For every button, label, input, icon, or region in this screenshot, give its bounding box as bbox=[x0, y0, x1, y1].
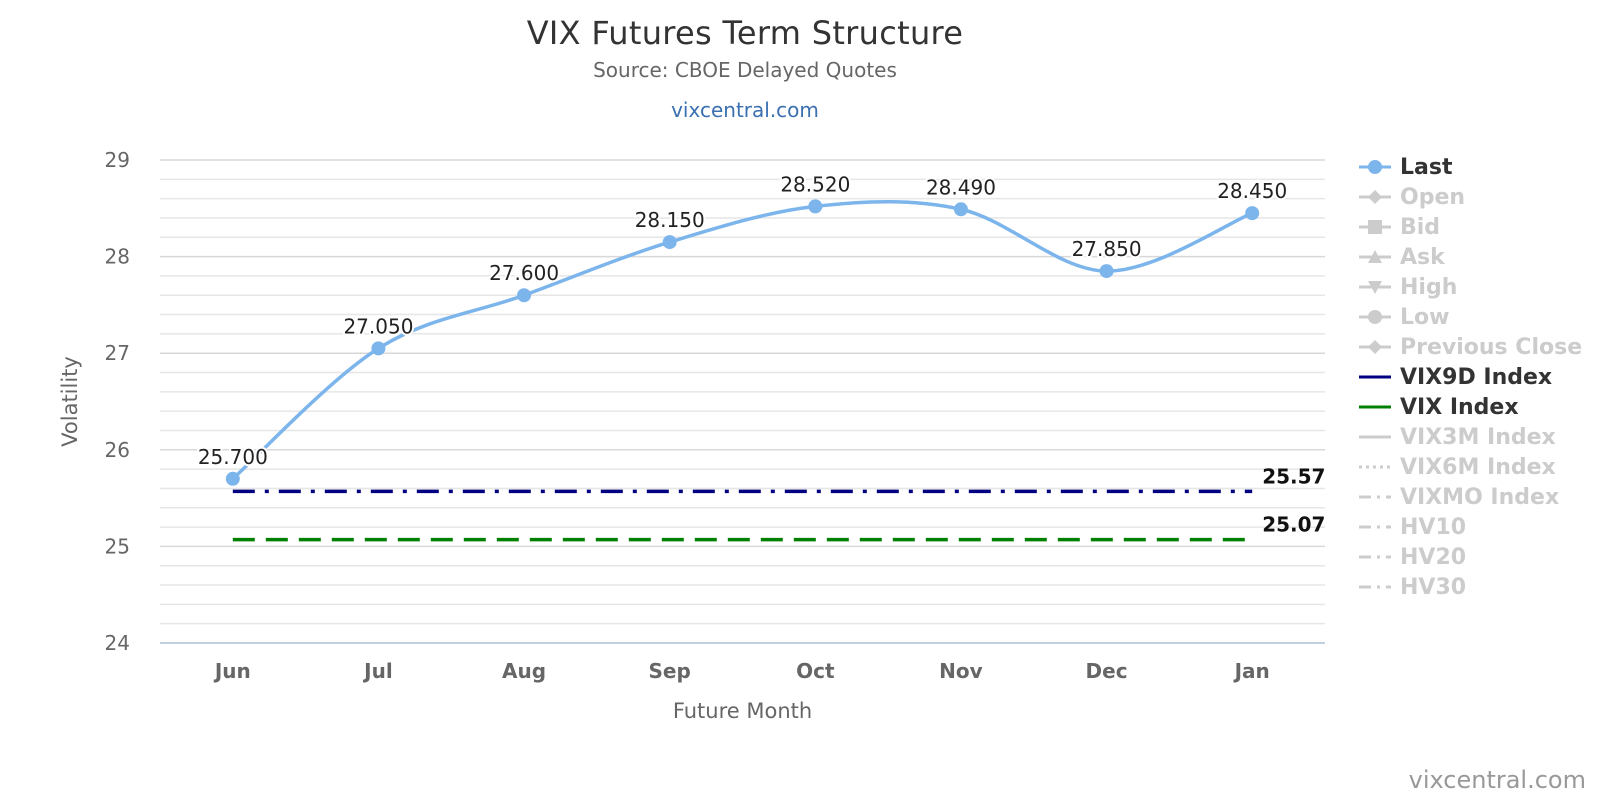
legend-item-label: Open bbox=[1400, 184, 1466, 210]
x-tick-label: Dec bbox=[1086, 659, 1128, 683]
data-point-last bbox=[517, 288, 532, 303]
data-point-last bbox=[808, 199, 823, 214]
legend-item[interactable]: VIX6M Index bbox=[1358, 452, 1594, 482]
legend-item-label: HV10 bbox=[1400, 514, 1467, 540]
legend-item-label: Previous Close bbox=[1400, 334, 1583, 360]
legend-item[interactable]: Last bbox=[1358, 152, 1594, 182]
data-label-last: 28.490 bbox=[926, 175, 996, 199]
y-tick-label: 25 bbox=[105, 534, 130, 558]
dash-dot-line-icon bbox=[1358, 512, 1392, 542]
dash-dot-line-icon bbox=[1358, 482, 1392, 512]
legend-item-label: Low bbox=[1400, 304, 1450, 330]
data-point-last bbox=[1245, 206, 1260, 221]
data-labels: 25.700 27.050 27.600 28.150 28.520 28.490 27.8… bbox=[196, 170, 1326, 537]
triangle-down-line-icon bbox=[1358, 272, 1392, 302]
legend-item-label: VIX3M Index bbox=[1400, 424, 1556, 450]
data-point-last bbox=[1099, 264, 1114, 279]
legend-item[interactable]: High bbox=[1358, 272, 1594, 302]
data-point-last bbox=[371, 341, 386, 356]
data-point-last bbox=[953, 202, 968, 217]
legend-item-label: VIX9D Index bbox=[1400, 364, 1553, 390]
dash-dot-line-icon bbox=[1358, 572, 1392, 602]
legend-item[interactable]: HV20 bbox=[1358, 542, 1594, 572]
diamond-line-icon bbox=[1358, 332, 1392, 362]
legend-item[interactable]: HV30 bbox=[1358, 572, 1594, 602]
y-tick-label: 26 bbox=[105, 438, 130, 462]
legend-item-label: VIX Index bbox=[1400, 394, 1519, 420]
solid-line-icon bbox=[1358, 392, 1392, 422]
legend-item[interactable]: Previous Close bbox=[1358, 332, 1594, 362]
data-label-last: 25.700 bbox=[198, 445, 268, 469]
legend-item[interactable]: Bid bbox=[1358, 212, 1594, 242]
x-tick-label: Sep bbox=[649, 659, 691, 683]
legend-item-label: Last bbox=[1400, 154, 1453, 180]
chart-subtitle: Source: CBOE Delayed Quotes bbox=[593, 58, 897, 82]
triangle-line-icon bbox=[1358, 242, 1392, 272]
legend-item[interactable]: HV10 bbox=[1358, 512, 1594, 542]
gridlines bbox=[160, 159, 1325, 644]
circle-line-icon bbox=[1358, 152, 1392, 182]
legend-item[interactable]: Ask bbox=[1358, 242, 1594, 272]
solid-line-icon bbox=[1358, 422, 1392, 452]
legend-item[interactable]: VIX Index bbox=[1358, 392, 1594, 422]
y-axis: 24 25 26 27 28 29 Volatility bbox=[58, 148, 130, 655]
chart-legend: Last Open Bid Ask High Low Previous Close VIX9D… bbox=[1358, 152, 1594, 602]
data-point-last bbox=[662, 235, 677, 250]
circle-line-icon bbox=[1358, 302, 1392, 332]
legend-item-label: HV30 bbox=[1400, 574, 1467, 600]
legend-item-label: VIXMO Index bbox=[1400, 484, 1560, 510]
end-label: 25.57 bbox=[1262, 464, 1325, 488]
legend-item-label: Ask bbox=[1400, 244, 1445, 270]
data-label-last: 28.520 bbox=[780, 172, 850, 196]
y-tick-label: 27 bbox=[105, 341, 130, 365]
legend-item[interactable]: Low bbox=[1358, 302, 1594, 332]
y-tick-label: 24 bbox=[105, 631, 130, 655]
y-axis-title: Volatility bbox=[58, 356, 82, 447]
data-label-last: 27.600 bbox=[489, 261, 559, 285]
square-line-icon bbox=[1358, 212, 1392, 242]
solid-line-icon bbox=[1358, 362, 1392, 392]
x-tick-label: Nov bbox=[939, 659, 983, 683]
legend-item-label: HV20 bbox=[1400, 544, 1467, 570]
legend-item[interactable]: VIXMO Index bbox=[1358, 482, 1594, 512]
x-axis-title: Future Month bbox=[673, 699, 812, 723]
data-point-last bbox=[225, 471, 240, 486]
end-label: 25.07 bbox=[1262, 513, 1325, 537]
legend-item-label: High bbox=[1400, 274, 1458, 300]
legend-item[interactable]: VIX3M Index bbox=[1358, 422, 1594, 452]
chart-credit[interactable]: vixcentral.com bbox=[1408, 766, 1586, 794]
y-tick-label: 29 bbox=[105, 148, 130, 172]
legend-item[interactable]: VIX9D Index bbox=[1358, 362, 1594, 392]
dotted-line-icon bbox=[1358, 452, 1392, 482]
legend-item-label: Bid bbox=[1400, 214, 1441, 240]
data-label-last: 28.150 bbox=[635, 208, 705, 232]
x-axis: Jun Jul Aug Sep Oct Nov Dec Jan Future Month bbox=[160, 642, 1325, 723]
x-tick-label: Jul bbox=[362, 659, 393, 683]
chart-title: VIX Futures Term Structure bbox=[526, 14, 964, 52]
series-layer bbox=[225, 199, 1260, 542]
diamond-line-icon bbox=[1358, 182, 1392, 212]
data-label-last: 28.450 bbox=[1217, 179, 1287, 203]
y-tick-label: 28 bbox=[105, 245, 130, 269]
source-link[interactable]: vixcentral.com bbox=[671, 98, 819, 122]
legend-item-label: VIX6M Index bbox=[1400, 454, 1556, 480]
legend-item[interactable]: Open bbox=[1358, 182, 1594, 212]
x-tick-label: Jun bbox=[213, 659, 251, 683]
x-tick-label: Oct bbox=[796, 659, 835, 683]
x-tick-label: Aug bbox=[502, 659, 546, 683]
data-label-last: 27.850 bbox=[1072, 237, 1142, 261]
data-label-last: 27.050 bbox=[343, 314, 413, 338]
dash-dot-line-icon bbox=[1358, 542, 1392, 572]
x-tick-label: Jan bbox=[1233, 659, 1270, 683]
